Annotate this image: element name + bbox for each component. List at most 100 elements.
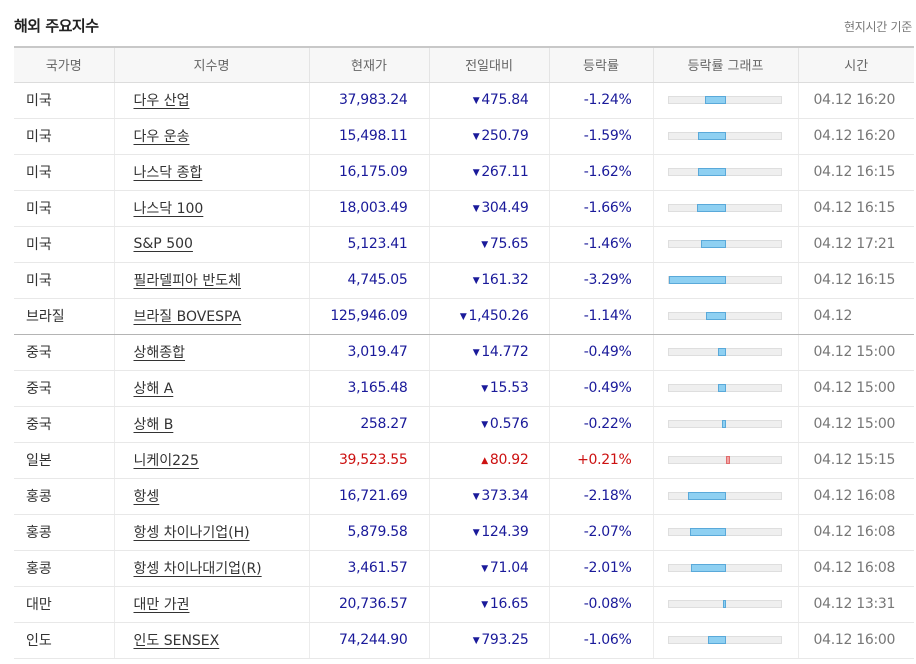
- rate-graph-cell: [653, 262, 799, 299]
- rate-bar-track: [667, 96, 782, 104]
- rate-bar-fill: [717, 348, 726, 356]
- index-name-link[interactable]: 항셍 차이나대기업(R): [133, 561, 262, 577]
- header-rate-graph: 등락률 그래프: [653, 47, 799, 83]
- price-cell: 15,498.11: [309, 118, 430, 155]
- index-name-link[interactable]: 나스닥 종합: [133, 165, 203, 181]
- change-value: 475.84: [481, 92, 529, 108]
- change-value: 793.25: [481, 632, 529, 648]
- index-name-link[interactable]: S&P 500: [133, 236, 193, 252]
- time-cell: 04.12 15:15: [798, 442, 914, 479]
- table-row: 미국 나스닥 100 18,003.49 ▼ 304.49 -1.66% 04.1…: [14, 190, 914, 227]
- rate-graph-cell: [653, 442, 799, 479]
- index-name-cell: 필라델피아 반도체: [114, 262, 310, 299]
- index-name-cell: S&P 500: [114, 226, 310, 263]
- country-cell: 일본: [14, 442, 115, 479]
- rate-bar-fill: [687, 492, 726, 500]
- rate-graph-cell: [653, 370, 799, 407]
- rate-cell: -1.46%: [549, 226, 654, 263]
- time-cell: 04.12 16:08: [798, 478, 914, 515]
- country-cell: 대만: [14, 586, 115, 623]
- change-cell: ▼ 267.11: [429, 154, 550, 191]
- country-cell: 중국: [14, 370, 115, 407]
- time-cell: 04.12 15:00: [798, 334, 914, 371]
- rate-bar-fill: [717, 384, 726, 392]
- index-name-link[interactable]: 니케이225: [133, 453, 199, 469]
- rate-graph-cell: [653, 622, 799, 659]
- price-cell: 3,019.47: [309, 334, 430, 371]
- rate-bar-track: [667, 348, 782, 356]
- index-name-cell: 상해 A: [114, 370, 310, 407]
- time-cell: 04.12 16:00: [798, 622, 914, 659]
- index-name-link[interactable]: 브라질 BOVESPA: [133, 309, 242, 325]
- rate-bar-fill: [697, 132, 726, 140]
- change-value: 16.65: [489, 596, 529, 612]
- country-cell: 미국: [14, 82, 115, 119]
- price-cell: 37,983.24: [309, 82, 430, 119]
- index-name-link[interactable]: 다우 산업: [133, 93, 190, 109]
- index-name-cell: 항셍: [114, 478, 310, 515]
- rate-graph-cell: [653, 82, 799, 119]
- index-name-link[interactable]: 대만 가권: [133, 597, 190, 613]
- rate-bar-fill: [668, 276, 726, 284]
- rate-bar-track: [667, 132, 782, 140]
- change-value: 1,450.26: [468, 308, 529, 324]
- page-header: 해외 주요지수 현지시간 기준: [0, 0, 916, 44]
- change-value: 124.39: [481, 524, 529, 540]
- index-name-link[interactable]: 다우 운송: [133, 129, 190, 145]
- table-header-row: 국가명 지수명 현재가 전일대비 등락률 등락률 그래프 시간: [14, 47, 914, 83]
- table-row: 미국 다우 운송 15,498.11 ▼ 250.79 -1.59% 04.12 …: [14, 118, 914, 155]
- index-name-link[interactable]: 인도 SENSEX: [133, 633, 220, 649]
- time-cell: 04.12 15:00: [798, 406, 914, 443]
- rate-cell: -0.49%: [549, 370, 654, 407]
- rate-graph-cell: [653, 406, 799, 443]
- rate-bar-track: [667, 240, 782, 248]
- rate-bar-fill: [725, 456, 730, 464]
- index-name-cell: 나스닥 종합: [114, 154, 310, 191]
- rate-bar-track: [667, 384, 782, 392]
- index-name-link[interactable]: 항셍 차이나기업(H): [133, 525, 250, 541]
- index-name-cell: 항셍 차이나기업(H): [114, 514, 310, 551]
- time-cell: 04.12 16:08: [798, 550, 914, 587]
- index-name-link[interactable]: 필라델피아 반도체: [133, 273, 242, 289]
- rate-bar-fill: [707, 636, 726, 644]
- change-cell: ▼ 71.04: [429, 550, 550, 587]
- triangle-down-icon: ▼: [481, 240, 488, 250]
- rate-bar-fill: [689, 528, 726, 536]
- rate-cell: -0.22%: [549, 406, 654, 443]
- rate-graph-cell: [653, 118, 799, 155]
- time-cell: 04.12 16:15: [798, 154, 914, 191]
- index-name-link[interactable]: 상해 A: [133, 381, 174, 397]
- table-row: 대만 대만 가권 20,736.57 ▼ 16.65 -0.08% 04.12 1…: [14, 586, 914, 623]
- index-name-link[interactable]: 상해종합: [133, 345, 186, 361]
- rate-cell: -3.29%: [549, 262, 654, 299]
- rate-graph-cell: [653, 298, 799, 335]
- index-name-link[interactable]: 상해 B: [133, 417, 174, 433]
- change-cell: ▼ 16.65: [429, 586, 550, 623]
- index-name-cell: 브라질 BOVESPA: [114, 298, 310, 335]
- change-cell: ▼ 304.49: [429, 190, 550, 227]
- index-name-link[interactable]: 항셍: [133, 489, 160, 505]
- index-name-cell: 다우 산업: [114, 82, 310, 119]
- index-name-cell: 나스닥 100: [114, 190, 310, 227]
- index-name-cell: 상해 B: [114, 406, 310, 443]
- triangle-down-icon: ▼: [472, 132, 480, 142]
- change-cell: ▼ 793.25: [429, 622, 550, 659]
- index-name-link[interactable]: 나스닥 100: [133, 201, 204, 217]
- header-index-name: 지수명: [114, 47, 310, 83]
- triangle-down-icon: ▼: [472, 276, 480, 286]
- price-cell: 3,461.57: [309, 550, 430, 587]
- country-cell: 미국: [14, 154, 115, 191]
- triangle-down-icon: ▼: [472, 636, 480, 646]
- header-time: 시간: [798, 47, 914, 83]
- triangle-down-icon: ▼: [481, 420, 488, 430]
- change-value: 267.11: [481, 164, 529, 180]
- rate-bar-track: [667, 600, 782, 608]
- triangle-down-icon: ▼: [472, 348, 480, 358]
- change-cell: ▼ 75.65: [429, 226, 550, 263]
- rate-cell: -1.24%: [549, 82, 654, 119]
- header-change: 전일대비: [429, 47, 550, 83]
- rate-bar-track: [667, 528, 782, 536]
- change-value: 161.32: [481, 272, 529, 288]
- rate-graph-cell: [653, 334, 799, 371]
- index-name-cell: 다우 운송: [114, 118, 310, 155]
